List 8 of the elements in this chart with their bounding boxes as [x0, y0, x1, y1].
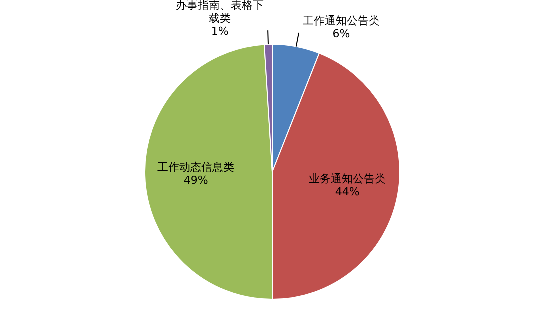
data-label: 6% — [332, 27, 350, 40]
slice-label: 业务通知公告类 — [309, 172, 386, 186]
data-label: 49% — [184, 174, 208, 187]
slice-label: 工作动态信息类 — [158, 160, 235, 174]
data-label: 1% — [211, 24, 229, 38]
data-label: 44% — [335, 186, 360, 199]
slice-label: 办事指南、表格下载类 — [176, 0, 264, 25]
slice-label: 工作通知公告类 — [303, 14, 380, 28]
